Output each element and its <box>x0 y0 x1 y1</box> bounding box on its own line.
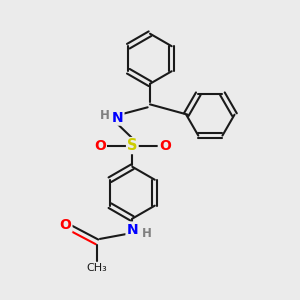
Text: S: S <box>127 138 138 153</box>
Text: N: N <box>127 223 138 236</box>
Text: O: O <box>159 139 171 153</box>
Text: CH₃: CH₃ <box>87 263 107 273</box>
Text: N: N <box>112 111 123 124</box>
Text: H: H <box>142 226 152 239</box>
Text: O: O <box>60 218 71 232</box>
Text: H: H <box>100 109 110 122</box>
Text: O: O <box>94 139 106 153</box>
